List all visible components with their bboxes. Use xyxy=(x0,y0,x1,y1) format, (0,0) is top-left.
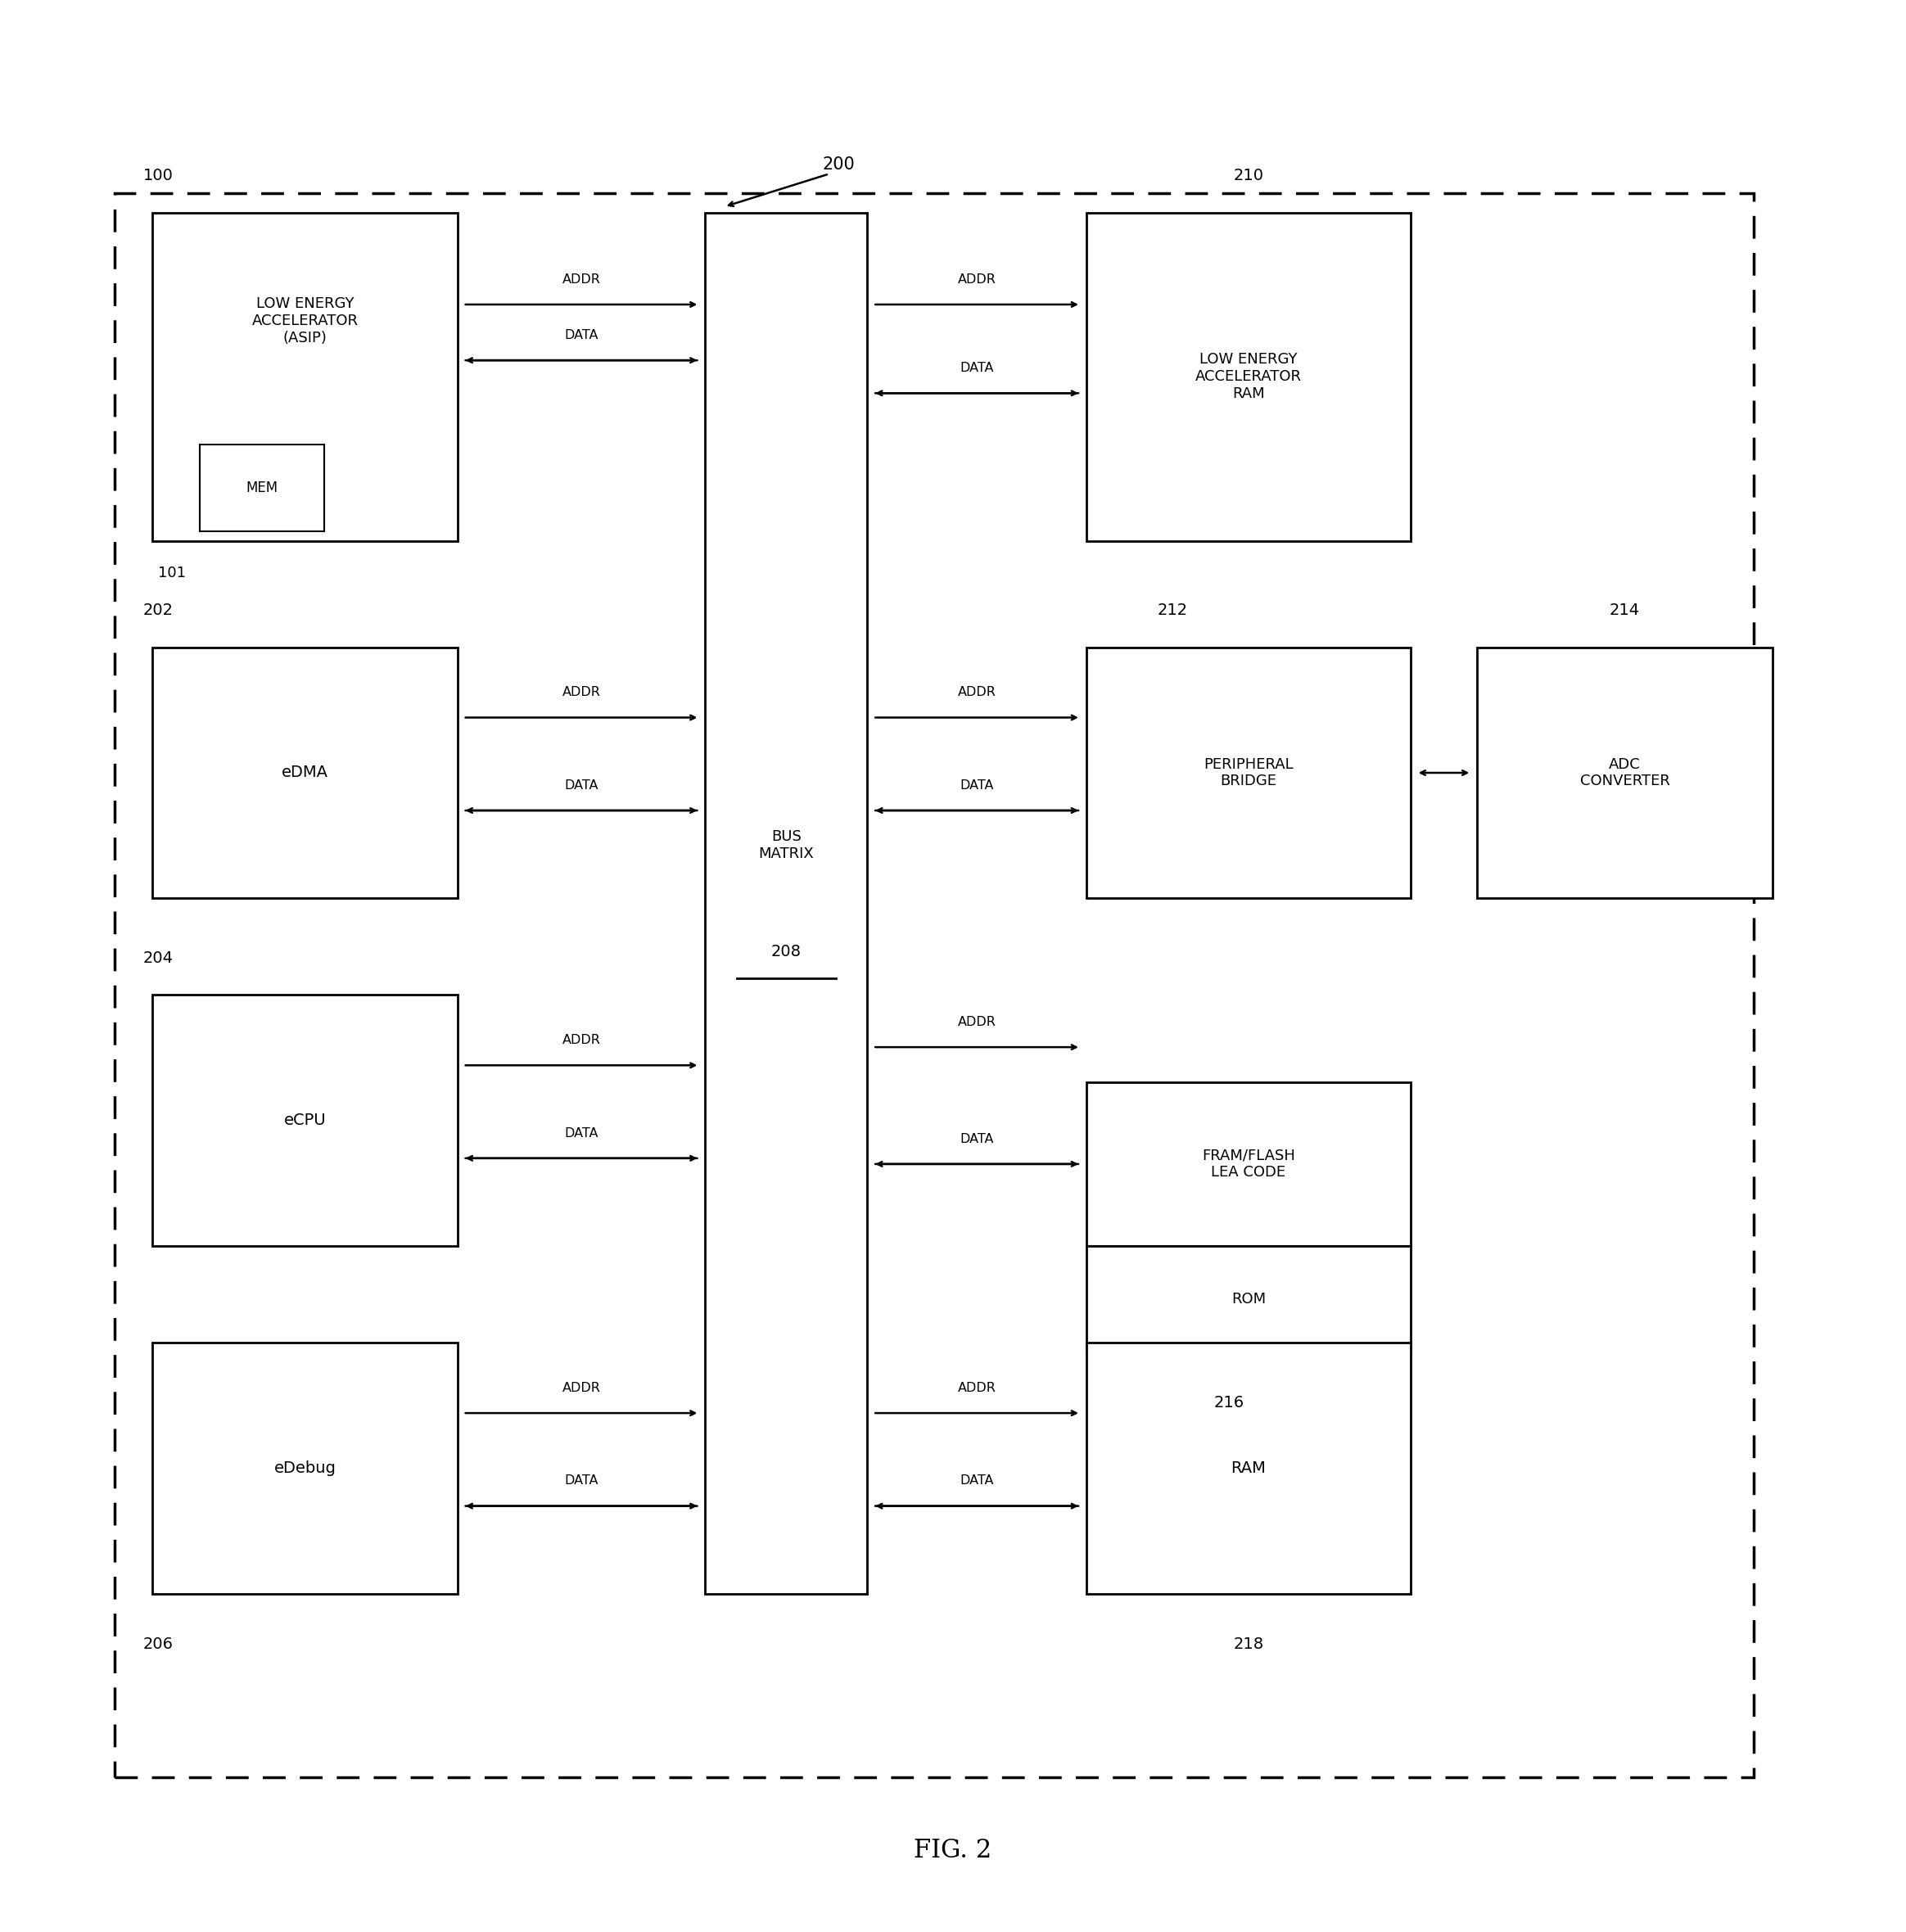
Text: ROM: ROM xyxy=(1231,1293,1266,1306)
Text: ADDR: ADDR xyxy=(562,272,600,286)
Bar xyxy=(152,647,457,898)
Text: FIG. 2: FIG. 2 xyxy=(915,1837,991,1864)
Text: 208: 208 xyxy=(772,943,801,960)
Text: FRAM/FLASH
LEA CODE: FRAM/FLASH LEA CODE xyxy=(1203,1148,1294,1180)
Text: PERIPHERAL
BRIDGE: PERIPHERAL BRIDGE xyxy=(1203,757,1294,788)
Text: ADDR: ADDR xyxy=(957,272,997,286)
Text: ADDR: ADDR xyxy=(562,686,600,699)
Text: 210: 210 xyxy=(1233,168,1264,184)
Text: 200: 200 xyxy=(821,156,856,172)
Text: eDebug: eDebug xyxy=(274,1461,335,1476)
Text: eCPU: eCPU xyxy=(284,1113,326,1128)
Bar xyxy=(200,444,324,531)
Text: 202: 202 xyxy=(143,603,173,618)
Text: 214: 214 xyxy=(1611,603,1639,618)
Text: 212: 212 xyxy=(1157,603,1187,618)
Text: DATA: DATA xyxy=(564,1474,598,1488)
Text: DATA: DATA xyxy=(564,779,598,792)
Bar xyxy=(705,213,867,1594)
Text: DATA: DATA xyxy=(564,1126,598,1140)
Bar xyxy=(1086,213,1410,541)
Bar xyxy=(152,213,457,541)
Bar xyxy=(1086,1082,1410,1246)
Text: ADDR: ADDR xyxy=(562,1381,600,1395)
Text: LOW ENERGY
ACCELERATOR
RAM: LOW ENERGY ACCELERATOR RAM xyxy=(1195,352,1302,402)
Bar xyxy=(1086,647,1410,898)
Text: DATA: DATA xyxy=(564,328,598,342)
Text: BUS
MATRIX: BUS MATRIX xyxy=(759,829,814,862)
Text: 100: 100 xyxy=(143,168,173,184)
Text: MEM: MEM xyxy=(246,481,278,495)
Text: 218: 218 xyxy=(1233,1636,1264,1652)
Text: 216: 216 xyxy=(1214,1395,1245,1410)
Bar xyxy=(152,995,457,1246)
Text: ADDR: ADDR xyxy=(957,686,997,699)
Text: LOW ENERGY
ACCELERATOR
(ASIP): LOW ENERGY ACCELERATOR (ASIP) xyxy=(252,296,358,346)
Text: DATA: DATA xyxy=(961,779,993,792)
Text: 204: 204 xyxy=(143,951,173,966)
Bar xyxy=(1477,647,1773,898)
Text: 206: 206 xyxy=(143,1636,173,1652)
Text: DATA: DATA xyxy=(961,361,993,375)
Text: 101: 101 xyxy=(158,566,187,582)
Text: ADDR: ADDR xyxy=(562,1034,600,1047)
Text: ADC
CONVERTER: ADC CONVERTER xyxy=(1580,757,1670,788)
Text: RAM: RAM xyxy=(1231,1461,1266,1476)
Bar xyxy=(152,1343,457,1594)
Text: DATA: DATA xyxy=(961,1474,993,1488)
Text: DATA: DATA xyxy=(961,1132,993,1146)
Text: eDMA: eDMA xyxy=(282,765,328,781)
Text: ADDR: ADDR xyxy=(957,1381,997,1395)
Bar xyxy=(1086,1246,1410,1352)
Bar xyxy=(114,193,1754,1777)
Bar xyxy=(1086,1343,1410,1594)
Text: ADDR: ADDR xyxy=(957,1016,997,1028)
